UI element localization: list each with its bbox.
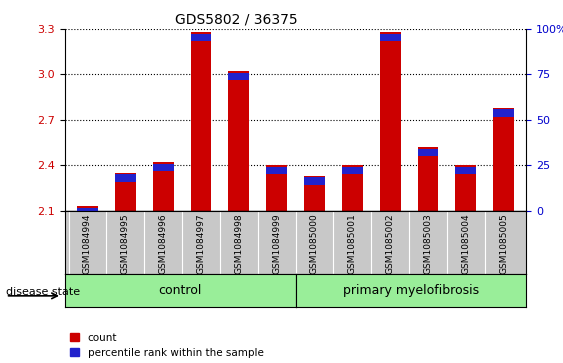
Text: GSM1084994: GSM1084994 xyxy=(83,214,92,274)
Text: control: control xyxy=(158,284,202,297)
Bar xyxy=(153,164,173,171)
Bar xyxy=(153,162,173,211)
Bar xyxy=(418,147,439,211)
Bar xyxy=(115,173,136,211)
Bar xyxy=(380,32,401,211)
Text: GSM1084998: GSM1084998 xyxy=(234,214,243,274)
Text: GSM1084996: GSM1084996 xyxy=(159,214,168,274)
Bar xyxy=(304,177,325,185)
Bar xyxy=(493,109,514,117)
Bar xyxy=(266,167,287,174)
Bar xyxy=(115,174,136,182)
Text: GSM1085004: GSM1085004 xyxy=(461,214,470,274)
Bar xyxy=(190,33,211,41)
Bar xyxy=(304,176,325,211)
Text: disease state: disease state xyxy=(6,287,80,297)
Bar xyxy=(418,148,439,156)
Bar xyxy=(266,165,287,211)
Text: GSM1084999: GSM1084999 xyxy=(272,214,281,274)
Bar xyxy=(493,108,514,211)
Text: primary myelofibrosis: primary myelofibrosis xyxy=(343,284,479,297)
Text: GSM1085001: GSM1085001 xyxy=(348,214,357,274)
Text: GSM1085005: GSM1085005 xyxy=(499,214,508,274)
Bar xyxy=(342,167,363,174)
Bar xyxy=(455,167,476,174)
Text: GSM1085000: GSM1085000 xyxy=(310,214,319,274)
Legend: count, percentile rank within the sample: count, percentile rank within the sample xyxy=(70,333,263,358)
Bar xyxy=(342,165,363,211)
Bar xyxy=(190,32,211,211)
Text: GSM1085003: GSM1085003 xyxy=(423,214,432,274)
Text: GSM1084995: GSM1084995 xyxy=(121,214,130,274)
Text: GSM1085002: GSM1085002 xyxy=(386,214,395,274)
Bar xyxy=(380,33,401,41)
Bar xyxy=(455,165,476,211)
Text: GSM1084997: GSM1084997 xyxy=(196,214,205,274)
Bar xyxy=(77,206,98,211)
Text: GDS5802 / 36375: GDS5802 / 36375 xyxy=(175,13,298,27)
Bar xyxy=(229,72,249,211)
Bar xyxy=(77,208,98,215)
Bar xyxy=(229,73,249,81)
